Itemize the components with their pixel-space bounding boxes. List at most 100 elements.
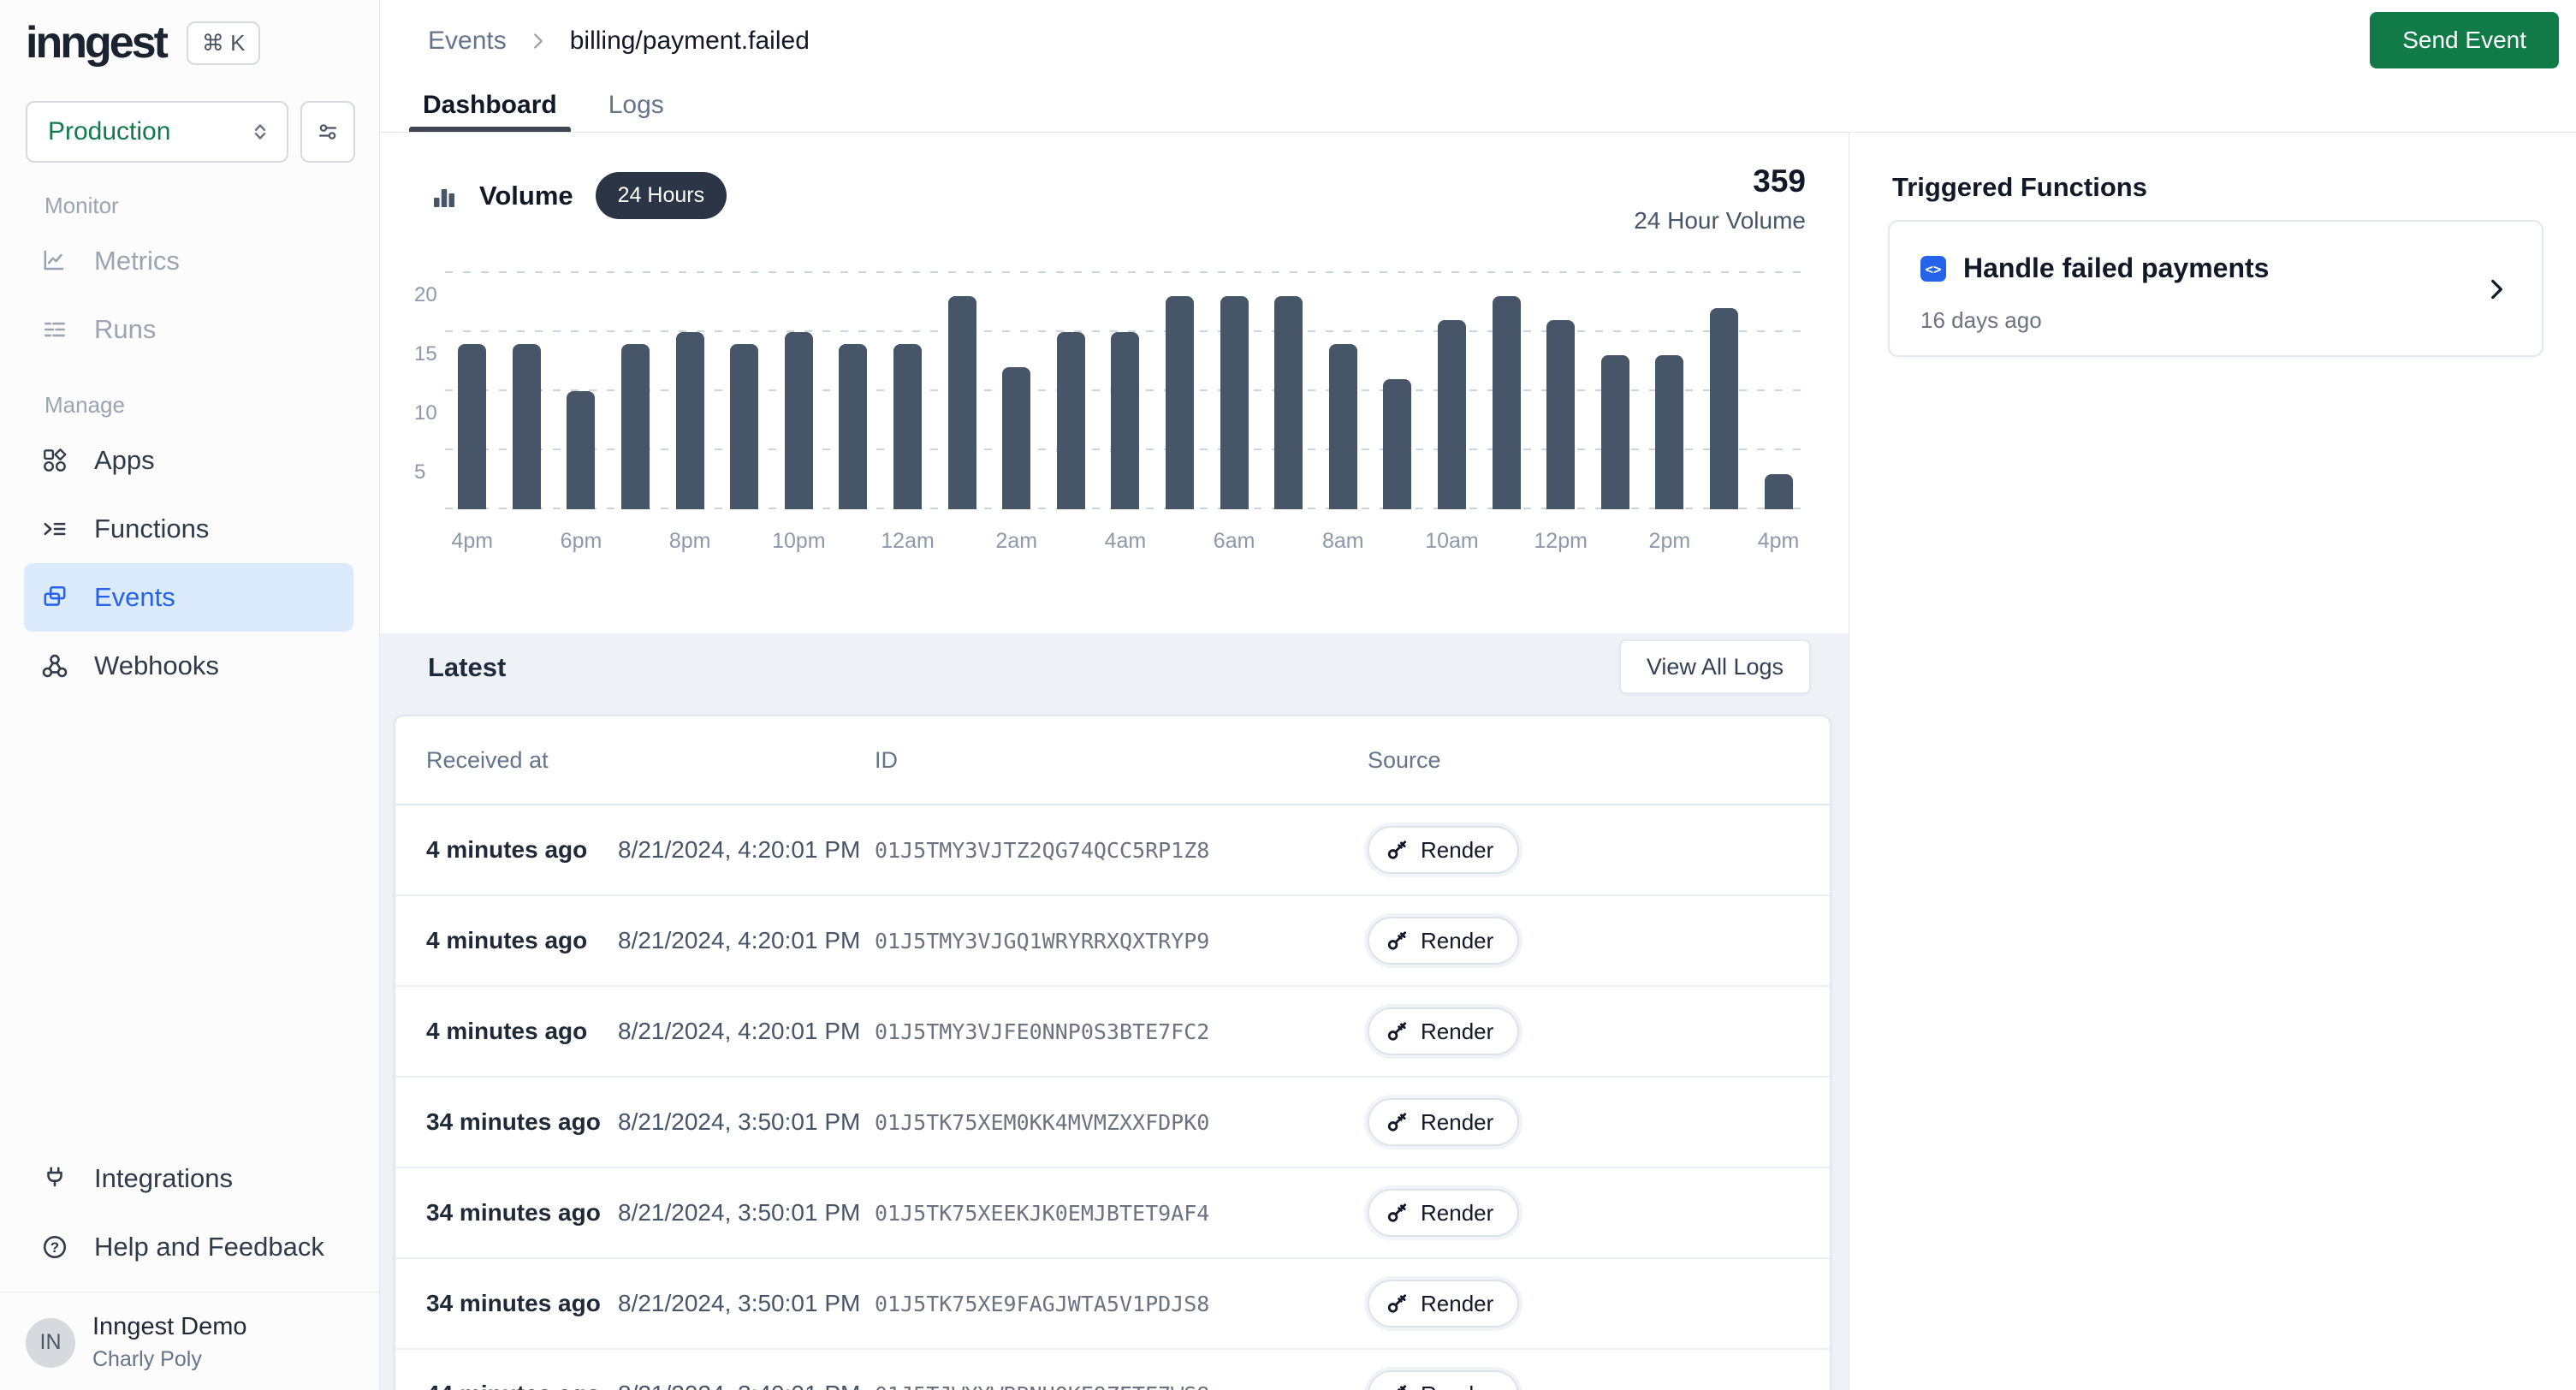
sidebar-item-events[interactable]: Events (24, 563, 353, 632)
bar-chart-icon (431, 183, 457, 209)
bar-slot: 6am (1207, 249, 1261, 509)
sidebar-item-label: Events (94, 582, 175, 613)
bar-slot: 2pm (1642, 249, 1697, 509)
received-timestamp: 8/21/2024, 3:40:01 PM (618, 1381, 875, 1390)
triggered-function-card[interactable]: <> Handle failed payments 16 days ago (1888, 220, 2543, 357)
received-relative-time: 4 minutes ago (395, 1018, 618, 1045)
volume-bar (730, 344, 758, 509)
functions-icon (41, 515, 68, 543)
key-icon (1386, 839, 1409, 861)
volume-bar (839, 344, 867, 509)
table-body: 4 minutes ago8/21/2024, 4:20:01 PM01J5TM… (395, 805, 1830, 1390)
table-row[interactable]: 4 minutes ago8/21/2024, 4:20:01 PM01J5TM… (395, 896, 1830, 987)
bar-slot (717, 249, 772, 509)
volume-title: Volume (479, 181, 573, 211)
y-axis-tick: 15 (414, 342, 437, 366)
environment-select-value: Production (48, 117, 170, 146)
bar-slot (935, 249, 989, 509)
volume-bar (948, 296, 976, 509)
environment-settings-button[interactable] (300, 101, 355, 163)
table-header: Received at ID Source (395, 716, 1830, 805)
key-icon (1386, 1202, 1409, 1224)
table-row[interactable]: 4 minutes ago8/21/2024, 4:20:01 PM01J5TM… (395, 805, 1830, 896)
manage-section: Manage Apps Functions Events Webhooks (0, 383, 379, 700)
x-axis-tick: 4pm (451, 529, 493, 554)
function-name: Handle failed payments (1963, 252, 2269, 284)
bar-slot (1261, 249, 1316, 509)
chevron-right-icon (2482, 275, 2511, 304)
user-menu[interactable]: IN Inngest Demo Charly Poly (26, 1313, 362, 1372)
source-render-button[interactable]: Render (1368, 1098, 1519, 1146)
bar-slot: 4pm (445, 249, 500, 509)
user-org: Inngest Demo (92, 1313, 247, 1341)
received-timestamp: 8/21/2024, 3:50:01 PM (618, 1199, 875, 1227)
x-axis-tick: 4am (1105, 529, 1147, 554)
bar-slot (1370, 249, 1425, 509)
y-axis-tick: 10 (414, 401, 437, 425)
event-id: 01J5TK75XE9FAGJWTA5V1PDJS8 (875, 1292, 1368, 1316)
volume-bar (567, 391, 595, 509)
breadcrumb-events-link[interactable]: Events (428, 27, 507, 56)
volume-bar (1655, 355, 1683, 509)
environment-select[interactable]: Production (26, 101, 288, 163)
event-id: 01J5TMY3VJFE0NNP0S3BTE7FC2 (875, 1019, 1368, 1044)
source-cell: Render (1368, 1007, 1830, 1055)
received-timestamp: 8/21/2024, 3:50:01 PM (618, 1290, 875, 1317)
volume-bar (1111, 332, 1139, 509)
triggered-functions-title: Triggered Functions (1892, 172, 2147, 203)
volume-bar (893, 344, 922, 509)
sidebar-item-webhooks[interactable]: Webhooks (24, 632, 353, 700)
event-id: 01J5TK75XEM0KK4MVMZXXFDPK0 (875, 1110, 1368, 1135)
table-row[interactable]: 4 minutes ago8/21/2024, 4:20:01 PM01J5TM… (395, 987, 1830, 1078)
volume-bar (1493, 296, 1521, 509)
source-render-button[interactable]: Render (1368, 917, 1519, 965)
sidebar-item-metrics[interactable]: Metrics (24, 227, 353, 295)
source-render-button[interactable]: Render (1368, 1370, 1519, 1390)
volume-bar (1601, 355, 1629, 509)
source-cell: Render (1368, 1189, 1830, 1237)
monitor-section: Monitor Metrics Runs (0, 184, 379, 364)
sidebar: inngest ⌘ K Production Monitor Metrics R… (0, 0, 380, 1390)
table-row[interactable]: 44 minutes ago8/21/2024, 3:40:01 PM01J5T… (395, 1350, 1830, 1390)
send-event-button[interactable]: Send Event (2370, 12, 2559, 68)
volume-bar (1546, 320, 1575, 509)
sidebar-item-runs[interactable]: Runs (24, 295, 353, 364)
source-render-button[interactable]: Render (1368, 1189, 1519, 1237)
bar-slot (826, 249, 881, 509)
received-timestamp: 8/21/2024, 4:20:01 PM (618, 1018, 875, 1045)
command-k-shortcut[interactable]: ⌘ K (187, 21, 261, 65)
volume-range-badge[interactable]: 24 Hours (596, 172, 727, 219)
sidebar-item-label: Integrations (94, 1163, 233, 1194)
gridline (445, 271, 1806, 273)
source-render-button[interactable]: Render (1368, 1007, 1519, 1055)
source-label: Render (1421, 1109, 1493, 1136)
function-last-triggered: 16 days ago (1920, 307, 2042, 334)
logo-row: inngest ⌘ K (26, 21, 260, 65)
table-row[interactable]: 34 minutes ago8/21/2024, 3:50:01 PM01J5T… (395, 1259, 1830, 1350)
tab-logs[interactable]: Logs (595, 79, 678, 132)
tab-dashboard[interactable]: Dashboard (409, 79, 571, 132)
volume-bar (1002, 367, 1030, 509)
x-axis-tick: 10pm (772, 529, 826, 554)
sidebar-item-help[interactable]: ? Help and Feedback (24, 1213, 353, 1281)
source-cell: Render (1368, 1370, 1830, 1390)
volume-bar (1220, 296, 1249, 509)
manage-section-label: Manage (0, 383, 379, 426)
sidebar-item-integrations[interactable]: Integrations (24, 1144, 353, 1213)
triggered-functions-panel: Triggered Functions <> Handle failed pay… (1849, 133, 2576, 1390)
sidebar-item-apps[interactable]: Apps (24, 426, 353, 495)
runs-icon (41, 316, 68, 343)
source-render-button[interactable]: Render (1368, 826, 1519, 874)
sidebar-item-functions[interactable]: Functions (24, 495, 353, 563)
latest-title: Latest (428, 652, 506, 683)
main-column: Events billing/payment.failed Send Event… (380, 0, 2576, 1390)
volume-total: 359 (1634, 165, 1806, 197)
source-label: Render (1421, 928, 1493, 954)
key-icon (1386, 1020, 1409, 1042)
volume-bar (676, 332, 704, 509)
table-row[interactable]: 34 minutes ago8/21/2024, 3:50:01 PM01J5T… (395, 1168, 1830, 1259)
events-icon (41, 584, 68, 611)
source-render-button[interactable]: Render (1368, 1280, 1519, 1328)
view-all-logs-button[interactable]: View All Logs (1619, 639, 1811, 694)
table-row[interactable]: 34 minutes ago8/21/2024, 3:50:01 PM01J5T… (395, 1078, 1830, 1168)
